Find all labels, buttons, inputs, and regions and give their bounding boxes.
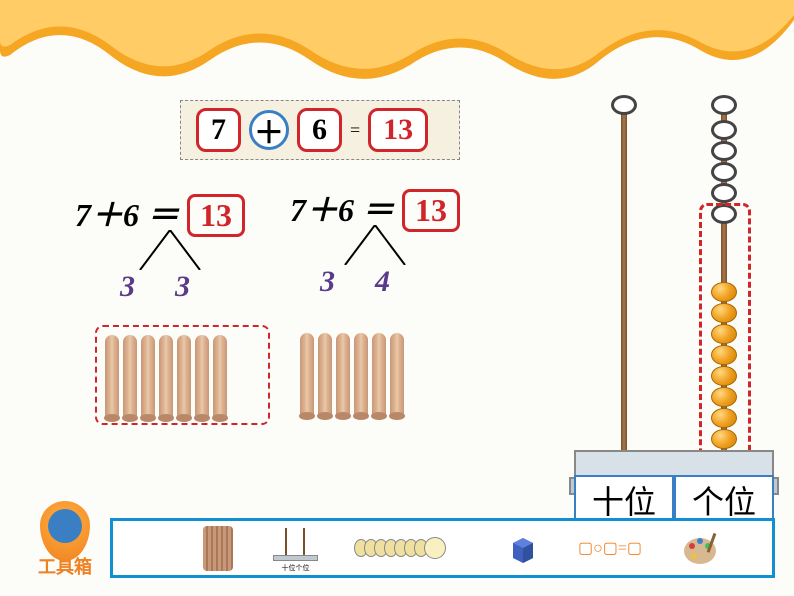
mini-pole-1 — [285, 528, 287, 558]
palette-icon — [682, 531, 722, 566]
counting-stick — [195, 335, 209, 419]
counting-stick — [141, 335, 155, 419]
abacus: 十位 个位 — [574, 95, 774, 495]
counting-stick — [213, 335, 227, 419]
decomp2-left: 3 — [320, 265, 335, 299]
operand2-box: 6 — [297, 108, 342, 152]
decomp2-right: 4 — [375, 265, 390, 299]
equals-sign: = — [350, 120, 360, 141]
counting-stick — [105, 335, 119, 419]
decomp1-right: 3 — [175, 270, 190, 304]
counting-stick — [159, 335, 173, 419]
pin-icon — [40, 501, 90, 561]
mini-pole-2 — [303, 528, 305, 558]
counting-stick — [354, 333, 368, 417]
counting-stick — [318, 333, 332, 417]
plus-operator: ＋ — [249, 110, 289, 150]
operand1-box: 7 — [196, 108, 241, 152]
counting-stick — [372, 333, 386, 417]
branch-lines-2 — [335, 225, 415, 265]
sticks-group-2 — [300, 333, 404, 417]
abacus-bead-white — [711, 162, 737, 182]
counting-stick — [177, 335, 191, 419]
mini-base — [273, 555, 318, 561]
tool-cube[interactable] — [508, 526, 538, 571]
toolbox-bar: 十位个位 ▢○▢=▢ — [110, 518, 775, 578]
branch-lines-1 — [130, 230, 210, 270]
abacus-bead-white — [711, 183, 737, 203]
result-box: 13 — [368, 108, 428, 152]
toolbox-badge[interactable]: 工具箱 — [15, 501, 115, 581]
bundle-icon — [203, 526, 233, 571]
abacus-highlight — [699, 203, 751, 483]
abacus-bead-white — [711, 120, 737, 140]
counting-stick — [300, 333, 314, 417]
tool-formula[interactable]: ▢○▢=▢ — [578, 526, 642, 571]
tool-stick-bundle[interactable] — [203, 526, 233, 571]
tool-palette[interactable] — [682, 526, 722, 571]
top-border-wave — [0, 0, 794, 95]
counting-stick — [390, 333, 404, 417]
ones-pole-top — [711, 95, 737, 115]
main-equation: 7 ＋ 6 = 13 — [180, 100, 460, 160]
tool-caterpillar[interactable] — [358, 533, 468, 563]
counting-stick — [123, 335, 137, 419]
sticks-group-1 — [95, 325, 270, 425]
mini-labels: 十位个位 — [273, 563, 318, 573]
decomp2-expression: 7＋6 ＝ — [290, 192, 394, 228]
tens-pole-top — [611, 95, 637, 115]
cube-icon — [508, 533, 538, 563]
decomp1-left: 3 — [120, 270, 135, 304]
counting-stick — [336, 333, 350, 417]
tens-pole — [621, 110, 627, 450]
decomp1-expression: 7＋6 ＝ — [75, 197, 179, 233]
tool-mini-abacus[interactable]: 十位个位 — [273, 526, 318, 571]
abacus-bead-white — [711, 141, 737, 161]
